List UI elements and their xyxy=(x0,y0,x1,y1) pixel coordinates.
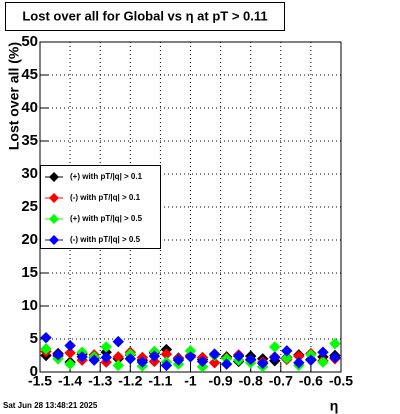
footer: Sat Jun 28 13:48:21 2025 xyxy=(3,401,98,410)
data-point xyxy=(112,335,124,348)
legend-label: (+) with pT/|q| > 0.1 xyxy=(70,172,143,181)
data-point xyxy=(208,357,221,369)
data-point xyxy=(100,351,112,364)
x-tick-label: -1.2 xyxy=(118,373,142,389)
data-point xyxy=(88,354,100,366)
data-point xyxy=(52,349,64,361)
legend-marker xyxy=(49,172,59,182)
data-point xyxy=(40,331,52,344)
data-point xyxy=(281,345,293,357)
title-box xyxy=(5,2,285,31)
y-tick-label: 30 xyxy=(21,165,38,182)
data-point xyxy=(136,356,149,368)
data-point xyxy=(196,355,209,368)
y-tick-label: 25 xyxy=(21,198,38,215)
data-point xyxy=(160,359,173,372)
data-point xyxy=(317,356,329,368)
data-point xyxy=(232,350,245,362)
legend-marker xyxy=(49,235,59,245)
x-tick-label: -1.3 xyxy=(88,373,112,389)
data-point xyxy=(64,358,76,370)
data-point xyxy=(269,351,281,364)
data-point xyxy=(305,354,317,366)
data-point xyxy=(124,353,137,365)
y-tick-label: 5 xyxy=(30,330,38,347)
data-point xyxy=(172,354,185,366)
legend-label: (-) with pT/|q| > 0.1 xyxy=(70,193,141,202)
data-point xyxy=(64,339,76,352)
data-point xyxy=(184,351,197,363)
x-tick-label: -0.7 xyxy=(269,373,293,389)
legend-marker xyxy=(49,193,59,203)
data-point xyxy=(112,359,124,372)
x-tick-label: -0.6 xyxy=(299,373,323,389)
data-point xyxy=(76,351,88,363)
legend-marker xyxy=(49,214,59,224)
y-axis-label: Lost over all (%) xyxy=(6,42,22,150)
data-point xyxy=(281,352,293,364)
x-tick-label: -0.5 xyxy=(329,373,353,389)
x-tick-label: -1.4 xyxy=(58,373,82,389)
data-point xyxy=(40,343,52,355)
x-tick-label: -0.9 xyxy=(209,373,233,389)
y-tick-label: 10 xyxy=(21,297,38,314)
data-point xyxy=(220,358,233,370)
x-axis-label: η xyxy=(330,398,339,414)
data-point xyxy=(329,337,341,350)
y-tick-label: 0 xyxy=(30,363,38,380)
legend-label: (+) with pT/|q| > 0.5 xyxy=(70,214,143,223)
data-point xyxy=(257,357,269,370)
y-tick-label: 45 xyxy=(21,66,38,83)
y-tick-label: 50 xyxy=(21,33,38,50)
x-tick-label: -1.5 xyxy=(28,373,52,389)
data-point xyxy=(329,351,341,364)
data-point xyxy=(208,348,221,360)
x-tick-label: -0.8 xyxy=(239,373,263,389)
data-point xyxy=(293,357,305,369)
legend-label: (-) with pT/|q| > 0.5 xyxy=(70,235,141,244)
y-tick-label: 35 xyxy=(21,132,38,149)
y-tick-label: 20 xyxy=(21,231,38,248)
y-tick-label: 40 xyxy=(21,99,38,116)
legend-box xyxy=(40,165,161,249)
data-point xyxy=(64,347,76,359)
x-tick-label: -1 xyxy=(184,373,197,389)
data-point xyxy=(148,350,161,362)
y-tick-label: 15 xyxy=(21,264,38,281)
data-point xyxy=(244,353,257,366)
data-point xyxy=(317,346,329,358)
x-tick-label: -1.1 xyxy=(148,373,172,389)
chart-title: Lost over all for Global vs η at pT > 0.… xyxy=(22,8,267,23)
